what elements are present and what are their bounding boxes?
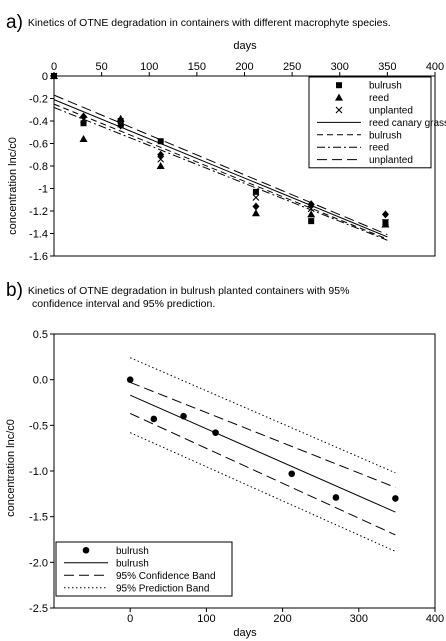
series-line-5 <box>130 433 395 552</box>
data-point <box>252 203 259 211</box>
legend-label: bulrush <box>116 558 149 569</box>
data-point <box>127 376 134 383</box>
chart-a: days concentration lnc/c0 0 50 100 150 200 25… <box>0 36 446 276</box>
x-tick-label: 200 <box>235 61 253 73</box>
chart-a-xlabel: days <box>233 40 257 52</box>
x-tick-label: 100 <box>197 613 215 625</box>
data-point <box>253 189 259 195</box>
y-tick-label: -2.5 <box>29 603 48 615</box>
y-tick-label: -1.4 <box>29 229 48 241</box>
data-point <box>382 210 389 218</box>
chart-a-ylabel: concentration lnc/c0 <box>7 137 19 235</box>
x-tick-label: 200 <box>273 613 291 625</box>
x-tick-label: 50 <box>96 61 108 73</box>
y-tick-label: -0.8 <box>29 161 48 173</box>
series-line-2 <box>130 382 395 487</box>
panel-a-title-text: Kinetics of OTNE degradation in containe… <box>28 17 391 29</box>
data-point <box>253 195 259 201</box>
x-tick-label: 350 <box>378 61 396 73</box>
x-tick-label: 250 <box>283 61 301 73</box>
panel-b-title: b) Kinetics of OTNE degradation in bulru… <box>6 284 349 311</box>
data-point <box>151 416 158 423</box>
y-tick-label: -0.4 <box>29 116 48 128</box>
series-line-3 <box>130 413 395 534</box>
y-tick-label: 0 <box>42 71 48 83</box>
series-line-1 <box>130 395 395 512</box>
y-tick-label: -1.2 <box>29 206 48 218</box>
legend-label: bulrush <box>369 81 402 92</box>
series-line-4 <box>130 358 395 473</box>
y-tick-label: -0.2 <box>29 94 48 106</box>
legend-label: unplanted <box>369 155 413 166</box>
legend-label: unplanted <box>369 106 413 117</box>
panel-b-title-line1: Kinetics of OTNE degradation in bulrush … <box>28 285 350 297</box>
x-tick-label: 400 <box>426 61 444 73</box>
y-tick-label: 0.0 <box>33 375 48 387</box>
legend-label: reed <box>369 143 389 154</box>
y-tick-label: 0.5 <box>33 329 48 341</box>
chart-b: days concentration lnc/c0 0 100 200 300 400 0… <box>0 318 446 641</box>
chart-b-xlabel: days <box>233 627 257 639</box>
legend-marker <box>336 82 342 88</box>
y-tick-label: -1.6 <box>29 251 48 263</box>
data-point <box>81 120 87 126</box>
legend-label: reed canary grass <box>369 118 446 129</box>
x-tick-label: 150 <box>188 61 206 73</box>
y-tick-label: -0.6 <box>29 139 48 151</box>
legend-label: bulrush <box>369 130 402 141</box>
legend-marker <box>83 547 90 554</box>
x-tick-label: 0 <box>127 613 133 625</box>
x-tick-label: 300 <box>331 61 349 73</box>
x-tick-label: 400 <box>426 613 444 625</box>
data-point <box>288 470 295 477</box>
legend-label: bulrush <box>116 546 149 557</box>
y-tick-label: -0.5 <box>29 420 48 432</box>
panel-b-title-line2: confidence interval and 95% prediction. <box>6 298 215 310</box>
x-tick-label: 100 <box>140 61 158 73</box>
legend-label: 95% Prediction Band <box>116 583 209 594</box>
data-point <box>392 495 399 502</box>
data-point <box>80 135 88 142</box>
x-tick-label: 0 <box>51 61 57 73</box>
panel-a-title: a) Kinetics of OTNE degradation in conta… <box>6 16 391 30</box>
panel-a-letter: a) <box>6 12 23 33</box>
y-tick-label: -2.0 <box>29 557 48 569</box>
x-tick-label: 300 <box>350 613 368 625</box>
legend-label: 95% Confidence Band <box>116 571 216 582</box>
data-point <box>333 494 340 501</box>
data-point <box>308 218 314 224</box>
legend-label: reed <box>369 93 389 104</box>
chart-b-ylabel: concentration lnc/c0 <box>5 419 17 517</box>
y-tick-label: -1 <box>38 184 48 196</box>
data-point <box>157 162 165 169</box>
y-tick-label: -1.0 <box>29 466 48 478</box>
y-tick-label: -1.5 <box>29 512 48 524</box>
